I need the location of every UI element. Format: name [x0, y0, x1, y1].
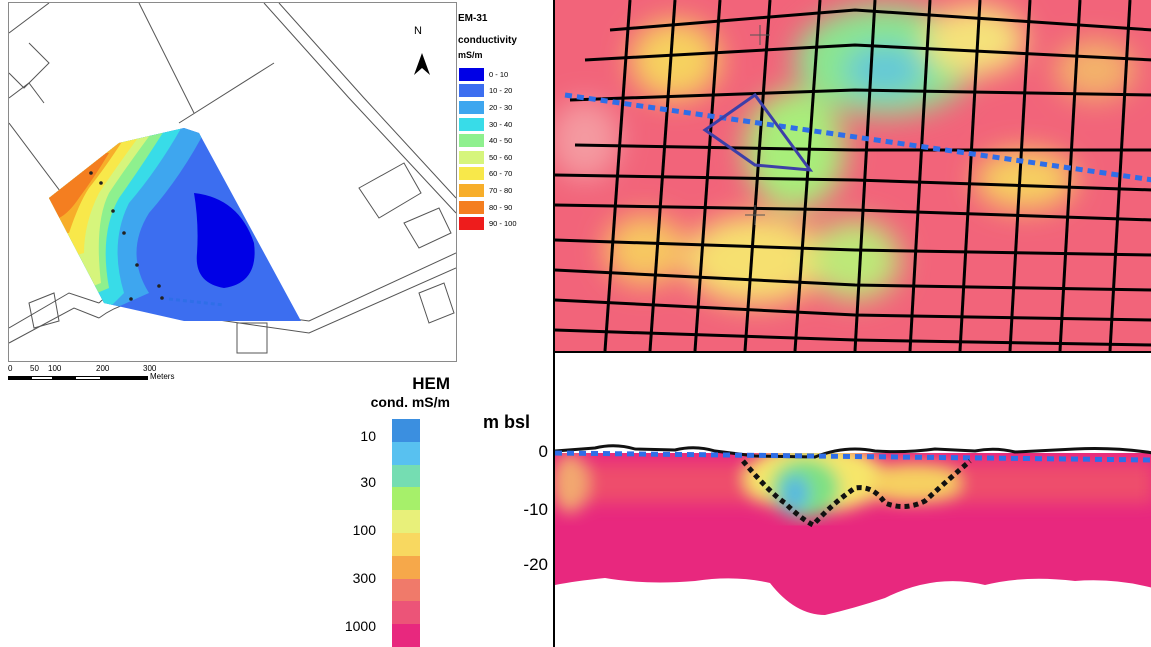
north-arrow-icon: [414, 53, 430, 75]
legend-label: 20 - 30: [489, 102, 513, 112]
em31-conductivity-map: N: [8, 2, 457, 362]
legend-swatch: [459, 117, 484, 131]
hem-color-segment: [392, 533, 420, 557]
depth-axis-label: m bsl: [483, 412, 531, 432]
legend-label: 80 - 90: [489, 202, 513, 212]
hem-tick-30: 30: [360, 474, 376, 490]
hem-tick-300: 300: [352, 570, 376, 586]
legend-item: 10 - 20: [458, 83, 553, 100]
legend-label: 90 - 100: [489, 219, 517, 229]
legend-swatch: [459, 217, 484, 231]
legend-swatch: [459, 134, 484, 148]
hem-color-segment: [392, 419, 420, 443]
hem-color-segment: [392, 624, 420, 647]
legend-label: 10 - 20: [489, 86, 513, 96]
section-drawing: [555, 444, 1151, 615]
scale-tick-300: 300: [143, 364, 157, 373]
legend-title: EM-31: [458, 13, 488, 24]
hem-map-drawing: [555, 0, 1151, 351]
legend-label: 60 - 70: [489, 169, 513, 179]
legend-swatch: [459, 84, 484, 98]
hem-color-segment: [392, 601, 420, 625]
hem-legend-units: cond. mS/m: [370, 394, 450, 410]
scale-tick-0: 0: [8, 364, 13, 373]
scale-bar: 0 50 100 200 300 Meters: [8, 364, 208, 394]
scale-tick-200: 200: [96, 364, 110, 373]
legend-item: 40 - 50: [458, 132, 553, 149]
hem-color-segment: [392, 555, 420, 580]
hem-legend-title: HEM: [412, 374, 450, 393]
legend-units: mS/m: [458, 50, 483, 60]
scale-bar-graphic: [8, 376, 148, 380]
legend-swatch: [459, 183, 484, 197]
hem-color-segment: [392, 510, 420, 534]
hem-color-segment: [392, 464, 420, 488]
hem-color-bar: [392, 419, 420, 647]
legend-label: 0 - 10: [489, 69, 509, 79]
scale-tick-100: 100: [48, 364, 62, 373]
legend-swatch: [459, 167, 484, 181]
em31-map-drawing: [9, 3, 456, 354]
legend-item: 60 - 70: [458, 166, 553, 183]
depth-tick-minus-10: -10: [523, 500, 548, 519]
legend-swatch: [459, 200, 484, 214]
legend-label: 30 - 40: [489, 119, 513, 129]
hem-color-segment: [392, 578, 420, 602]
depth-tick-minus-20: -20: [523, 555, 548, 574]
legend-item: 50 - 60: [458, 149, 553, 166]
em31-legend: EM-31 conductivity mS/m 0 - 10 10 - 20 20 …: [458, 2, 553, 262]
scale-tick-50: 50: [30, 364, 39, 373]
depth-tick-0: 0: [538, 442, 548, 461]
hem-tick-1000: 1000: [344, 618, 376, 634]
legend-label: 50 - 60: [489, 152, 513, 162]
legend-swatch: [459, 150, 484, 164]
legend-swatch: [459, 100, 484, 114]
scale-unit: Meters: [150, 372, 175, 381]
legend-item: 30 - 40: [458, 116, 553, 133]
legend-item: 80 - 90: [458, 199, 553, 216]
hem-tick-100: 100: [352, 522, 376, 538]
legend-item: 90 - 100: [458, 215, 553, 232]
legend-item: 20 - 30: [458, 99, 553, 116]
hem-color-segment: [392, 441, 420, 466]
legend-label: 70 - 80: [489, 185, 513, 195]
hem-tick-10: 10: [360, 428, 376, 444]
hem-color-segment: [392, 487, 420, 511]
hem-conductivity-map: [553, 0, 1151, 353]
legend-item: 70 - 80: [458, 182, 553, 199]
legend-item: 0 - 10: [458, 66, 553, 83]
resistivity-section: [553, 353, 1151, 647]
north-label: N: [414, 25, 422, 37]
legend-label: 40 - 50: [489, 136, 513, 146]
legend-swatch: [459, 67, 484, 81]
legend-subtitle: conductivity: [458, 35, 517, 46]
